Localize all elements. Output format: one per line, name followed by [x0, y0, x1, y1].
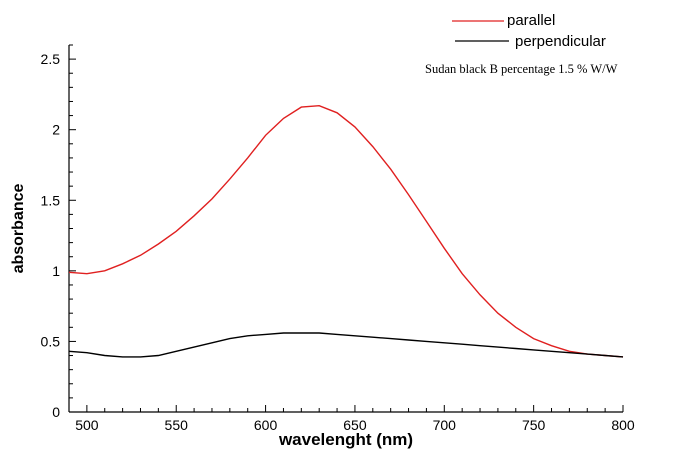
series-layer [68, 104, 624, 358]
legend: parallel perpendicular [452, 12, 606, 50]
x-axis-ticks: 500 550 600 650 700 750 800 [68, 405, 635, 433]
series-line-perpendicular [68, 332, 624, 358]
y-tick-label: 0 [52, 404, 60, 420]
series-line-parallel [68, 104, 624, 358]
y-tick-label: 2 [52, 122, 60, 138]
x-tick-label: 600 [254, 417, 278, 433]
y-tick-label: 0.5 [41, 333, 61, 349]
y-axis-title: absorbance [10, 183, 27, 273]
y-tick-label: 2.5 [41, 51, 61, 67]
x-tick-label: 650 [343, 417, 367, 433]
y-axis-ticks: 0 0.5 1 1.5 2 2.5 [41, 44, 76, 420]
x-tick-label: 550 [165, 417, 189, 433]
x-tick-label: 800 [611, 417, 635, 433]
x-axis-title: wavelenght (nm) [278, 430, 413, 449]
axes [68, 45, 623, 413]
x-tick-label: 700 [433, 417, 457, 433]
legend-label-parallel: parallel [507, 12, 555, 29]
y-tick-label: 1.5 [41, 192, 61, 208]
legend-label-perpendicular: perpendicular [515, 33, 606, 50]
y-tick-label: 1 [52, 263, 60, 279]
x-tick-label: 500 [75, 417, 99, 433]
chart-annotation: Sudan black B percentage 1.5 % W/W [425, 62, 618, 76]
x-tick-label: 750 [522, 417, 546, 433]
